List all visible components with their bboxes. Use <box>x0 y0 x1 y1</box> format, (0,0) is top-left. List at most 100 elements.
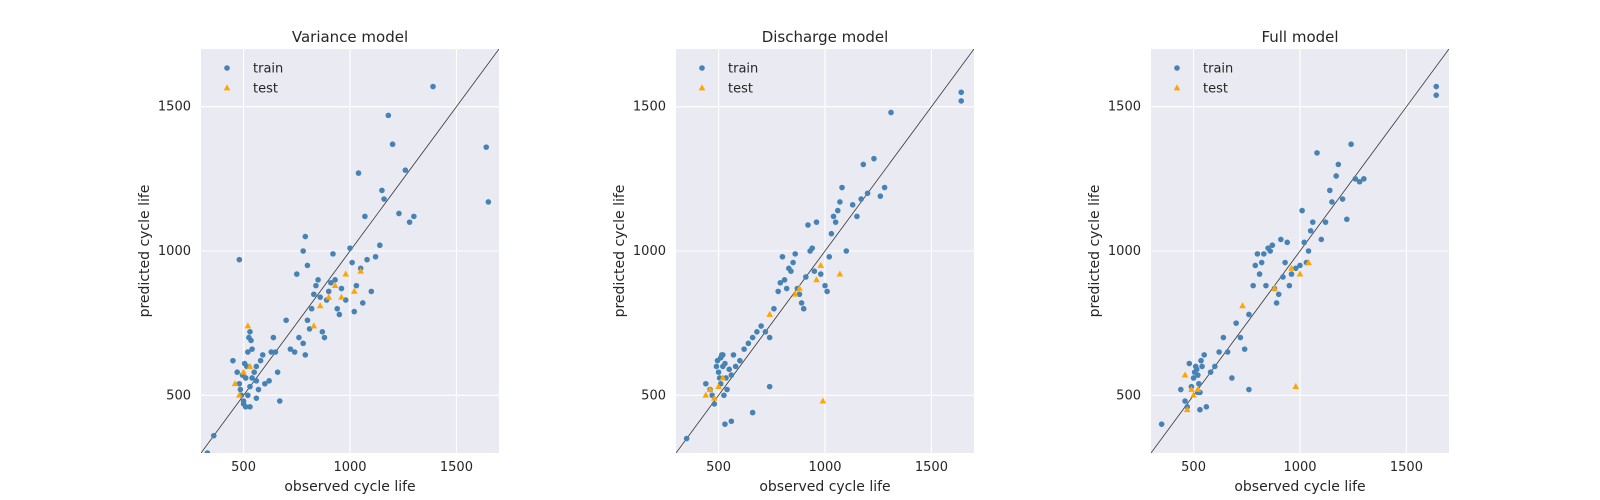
train-point <box>317 294 324 300</box>
train-point <box>304 317 311 324</box>
train-point <box>728 418 735 425</box>
train-point <box>253 363 260 370</box>
y-tick-label: 500 <box>641 388 666 403</box>
legend: train test <box>223 62 283 97</box>
chart-panel-2: 500 1000 1500 500 1000 1500 Discharge model obs… <box>612 28 974 495</box>
train-point <box>302 352 309 358</box>
train-point <box>304 262 311 269</box>
train-point <box>332 277 338 283</box>
train-point <box>283 317 289 324</box>
train-point <box>834 207 841 214</box>
train-point <box>766 383 773 390</box>
y-tick-label: 1500 <box>1108 100 1141 115</box>
y-axis-label: predicted cycle life <box>1087 185 1103 318</box>
train-point <box>813 219 820 225</box>
train-point <box>247 329 253 335</box>
train-point <box>315 277 321 283</box>
train-point <box>711 401 718 407</box>
train-point <box>871 155 877 162</box>
train-point <box>257 357 264 364</box>
train-point <box>777 279 784 286</box>
train-point <box>274 369 281 376</box>
train-point <box>268 349 275 355</box>
train-point <box>1196 380 1202 387</box>
y-axis-label: predicted cycle life <box>137 185 153 318</box>
train-point <box>262 380 268 387</box>
train-point <box>1309 219 1316 225</box>
train-point <box>253 378 260 384</box>
y-tick-label: 1500 <box>158 100 191 115</box>
train-point <box>800 305 807 312</box>
train-point <box>389 141 396 148</box>
train-point <box>1207 369 1214 376</box>
train-point <box>381 196 387 202</box>
train-point <box>1237 334 1244 341</box>
train-point <box>1318 236 1325 243</box>
x-axis-label: observed cycle life <box>1234 479 1365 495</box>
x-tick-label: 500 <box>231 460 256 475</box>
train-point <box>792 251 798 257</box>
train-point <box>741 346 747 352</box>
train-point <box>783 285 790 292</box>
train-point <box>241 360 248 367</box>
train-point <box>854 213 860 220</box>
legend-test-marker <box>1173 84 1181 91</box>
train-point <box>811 268 818 275</box>
train-point <box>330 251 336 257</box>
train-point <box>1203 404 1210 410</box>
train-point <box>291 349 298 355</box>
train-point <box>342 297 349 303</box>
test-point <box>240 368 247 375</box>
train-point <box>839 184 845 191</box>
legend-train-marker <box>224 65 230 71</box>
train-point <box>353 282 360 289</box>
train-point <box>406 219 413 225</box>
train-point <box>1307 228 1314 234</box>
train-point <box>1361 176 1367 182</box>
train-point <box>296 334 302 341</box>
train-point <box>306 326 313 332</box>
test-point <box>325 293 333 300</box>
test-point <box>1194 385 1202 392</box>
train-point <box>236 256 243 263</box>
train-point <box>347 245 353 251</box>
train-point <box>1197 406 1203 413</box>
train-point <box>828 230 835 237</box>
chart-title: Variance model <box>292 28 408 46</box>
train-point <box>717 354 724 361</box>
train-point <box>251 369 258 376</box>
train-point <box>1261 251 1267 257</box>
train-point <box>355 170 362 176</box>
y-tick-label: 500 <box>1116 388 1141 403</box>
train-point <box>321 334 328 341</box>
train-point <box>788 268 794 275</box>
train-point <box>849 202 856 208</box>
train-point <box>877 193 884 199</box>
train-point <box>1286 282 1293 289</box>
train-point <box>245 392 251 399</box>
train-point <box>272 349 279 355</box>
train-point <box>754 329 760 335</box>
test-point <box>817 261 825 268</box>
chart-panel-1: 500 1000 1500 500 1000 1500 Variance model obse… <box>137 28 499 495</box>
train-point <box>1195 372 1201 378</box>
train-point <box>338 285 345 292</box>
train-point <box>1329 199 1335 205</box>
train-point <box>858 196 864 202</box>
test-point <box>1181 371 1189 378</box>
train-point <box>1292 265 1299 272</box>
train-point <box>683 435 690 442</box>
train-point <box>726 366 733 373</box>
test-point <box>342 270 350 277</box>
train-point <box>234 369 240 376</box>
train-point <box>1229 375 1235 381</box>
train-point <box>1252 262 1259 269</box>
train-point <box>313 282 319 289</box>
test-point <box>819 397 827 404</box>
test-point <box>231 380 239 387</box>
train-point <box>362 213 368 220</box>
x-tick-label: 500 <box>706 460 731 475</box>
legend-train-marker <box>699 65 705 71</box>
train-point <box>430 83 436 90</box>
